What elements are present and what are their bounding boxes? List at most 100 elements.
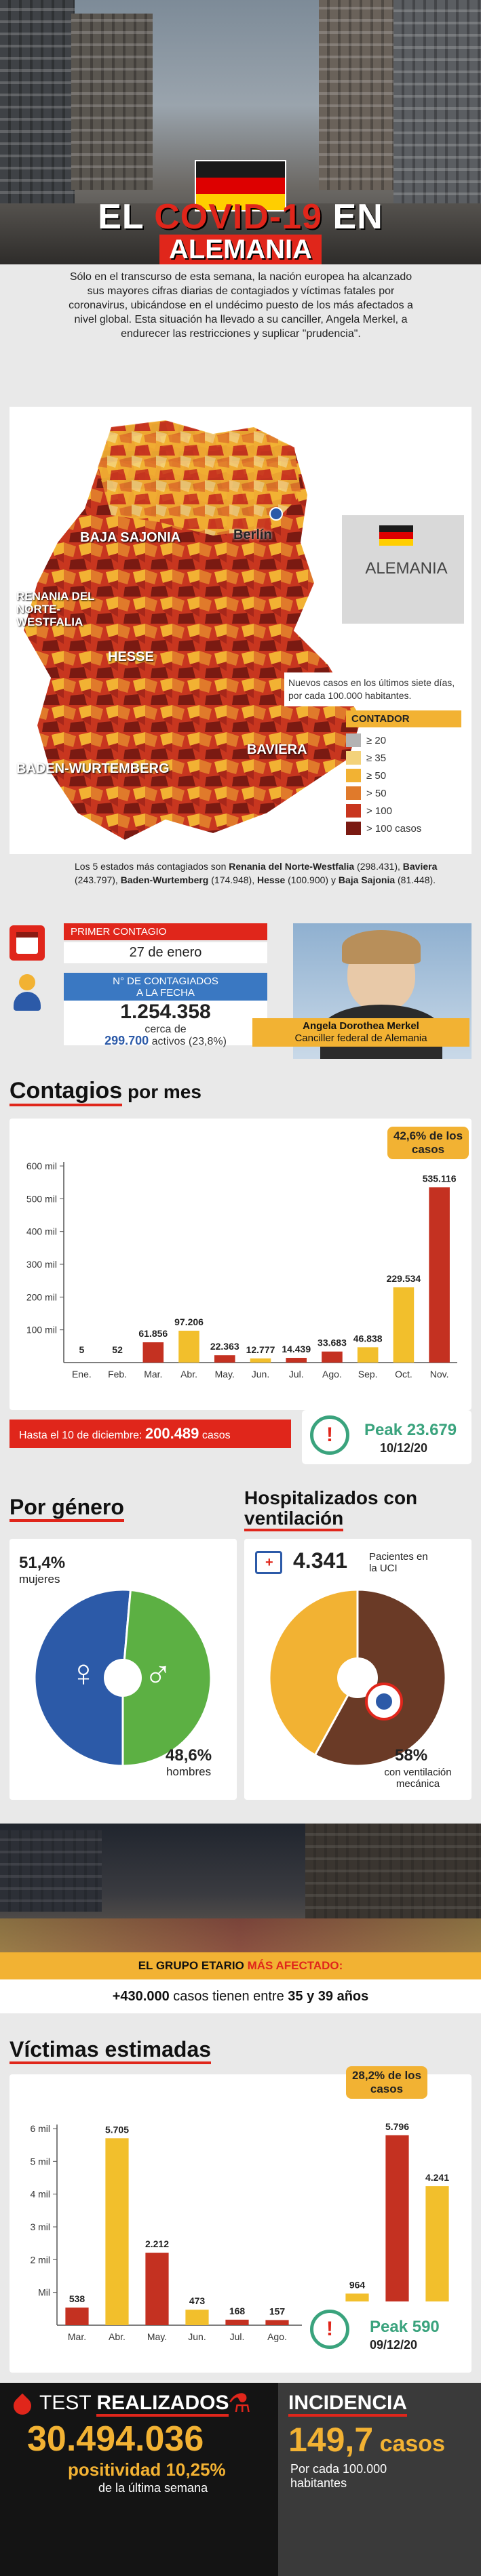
y-tick-label: 5 mil <box>30 2156 50 2167</box>
bar <box>185 2310 209 2325</box>
x-tick-label: Mar. <box>68 2331 86 2342</box>
y-tick-label: 4 mil <box>30 2189 50 2200</box>
x-tick-label: Ago. <box>322 1369 342 1380</box>
data-label: 157 <box>269 2306 286 2316</box>
alert-icon: ! <box>310 1415 349 1455</box>
contagios-chart: 100 mil 200 mil 300 mil 400 mil 500 mil 600 m… <box>26 1161 457 1380</box>
building <box>0 0 75 203</box>
legend-label: ≥ 20 <box>366 734 387 746</box>
y-tick-label: 400 mil <box>26 1226 57 1237</box>
genero-panel: 51,4% mujeres 48,6% hombres ♀ ♂ <box>9 1539 237 1800</box>
top5-value: (298.431), <box>354 861 403 872</box>
stats-block: PRIMER CONTAGIO 27 de enero N° DE CONTAG… <box>9 922 281 1047</box>
state-label-baden: BADEN-WURTEMBERG <box>16 761 170 776</box>
x-tick-label: Jun. <box>188 2331 206 2342</box>
y-tick-label: Mil <box>38 2287 50 2298</box>
first-contagion-label: PRIMER CONTAGIO <box>64 923 267 940</box>
top5-value: (81.448). <box>395 874 436 885</box>
merkel-caption: Angela Dorothea Merkel Canciller federal… <box>252 1018 469 1047</box>
legend-row: ≥ 20 <box>346 731 461 749</box>
test-positivity: positividad 10,25% <box>68 2459 226 2480</box>
active-value: 299.700 <box>104 1034 149 1047</box>
data-label: 4.241 <box>425 2172 449 2183</box>
legend-label: ≥ 50 <box>366 769 387 782</box>
top5-value: (243.797), <box>75 874 121 885</box>
germany-map <box>22 419 464 842</box>
x-tick-label: Ago. <box>267 2331 287 2342</box>
state-label-renania: RENANIA DEL NORTE-WESTFALIA <box>16 590 95 628</box>
data-label: 97.206 <box>174 1316 204 1327</box>
y-tick-label: 200 mil <box>26 1291 57 1302</box>
bar <box>357 1347 379 1363</box>
bar <box>65 2307 89 2325</box>
x-tick-label: Abr. <box>180 1369 197 1380</box>
legend-row: ≥ 35 <box>346 749 461 767</box>
hosp-title: Hospitalizados con ventilación <box>244 1488 417 1531</box>
test-value: 30.494.036 <box>27 2419 204 2459</box>
contagion-count-label: N° DE CONTAGIADOS A LA FECHA <box>64 973 267 1001</box>
legend-row: > 100 <box>346 802 461 820</box>
uci-label: Pacientes en la UCI <box>369 1551 428 1574</box>
building <box>393 0 481 217</box>
map-legend: CONTADOR ≥ 20 ≥ 35 ≥ 50 > 50 > 100 > 100 caso… <box>346 710 461 853</box>
y-tick-label: 2 mil <box>30 2254 50 2265</box>
legend-label: > 100 <box>366 805 392 817</box>
women-share: 51,4% mujeres <box>19 1554 66 1586</box>
person-icon <box>9 973 45 1013</box>
contagios-panel: 100 mil 200 mil 300 mil 400 mil 500 mil 600 m… <box>9 1119 472 1410</box>
street-photo <box>0 1824 481 1952</box>
genero-pie <box>33 1588 212 1767</box>
top5-states: Los 5 estados más contagiados son Renani… <box>75 861 438 885</box>
incidencia-sub: Por cada 100.000 habitantes <box>290 2462 387 2490</box>
y-tick-label: 300 mil <box>26 1259 57 1270</box>
top5-state: Hesse <box>256 874 286 885</box>
contagios-callout: 42,6% de los casos <box>387 1127 469 1159</box>
pie-hole <box>104 1659 142 1697</box>
x-tick-label: Ene. <box>72 1369 92 1380</box>
state-label-baviera: BAVIERA <box>247 742 307 757</box>
bar <box>393 1287 415 1363</box>
data-label: 22.363 <box>210 1341 239 1352</box>
legend-label: > 50 <box>366 787 387 799</box>
hero-title-line2: ALEMANIA <box>0 235 481 265</box>
top5-state: Renania del Norte-Westfalia <box>229 861 355 872</box>
x-tick-label: Sep. <box>358 1369 378 1380</box>
test-tube-icon: ⚗ <box>228 2390 252 2418</box>
pie-slice <box>33 1588 132 1767</box>
y-tick-label: 6 mil <box>30 2123 50 2134</box>
top5-value: (100.900) y <box>285 874 339 885</box>
legend-row: > 50 <box>346 784 461 802</box>
victimas-peak-date: 09/12/20 <box>370 2338 418 2352</box>
bar <box>145 2253 169 2325</box>
male-symbol-icon: ♂ <box>144 1651 172 1694</box>
legend-swatch <box>346 751 361 765</box>
data-label: 168 <box>229 2306 246 2316</box>
victimas-peak-value: Peak 590 <box>370 2318 440 2336</box>
data-label: 473 <box>189 2295 206 2306</box>
hosp-pie <box>268 1588 447 1767</box>
etario-label: EL GRUPO ETARIO MÁS AFECTADO: <box>0 1952 481 1979</box>
data-label: 538 <box>69 2293 85 2304</box>
x-tick-label: Nov. <box>430 1369 449 1380</box>
test-positivity-sub: de la última semana <box>98 2481 208 2495</box>
germany-flag-icon <box>195 160 286 212</box>
x-tick-label: Mar. <box>144 1369 162 1380</box>
uci-value: 4.341 <box>293 1548 348 1573</box>
pie-hole <box>337 1657 378 1698</box>
data-label: 964 <box>349 2279 366 2290</box>
map-note: Nuevos casos en los últimos siete días, … <box>284 672 467 706</box>
victimas-title: Víctimas estimadas <box>9 2037 212 2064</box>
data-label: 535.116 <box>423 1173 457 1184</box>
pie-slice <box>121 1588 212 1767</box>
data-label: 5.705 <box>105 2124 129 2135</box>
contagios-peak: ! Peak 23.679 10/12/20 <box>302 1410 472 1464</box>
berlin-pin-icon <box>269 507 283 521</box>
etario-value: +430.000 casos tienen entre 35 y 39 años <box>0 1979 481 2013</box>
data-label: 229.534 <box>387 1273 421 1284</box>
test-label: TEST REALIZADOS <box>39 2392 229 2417</box>
victimas-callout: 28,2% de los casos <box>346 2066 427 2099</box>
data-label: 5.796 <box>385 2121 409 2132</box>
drop-icon <box>9 2392 35 2419</box>
x-tick-label: May. <box>147 2331 167 2342</box>
bar <box>178 1331 199 1363</box>
